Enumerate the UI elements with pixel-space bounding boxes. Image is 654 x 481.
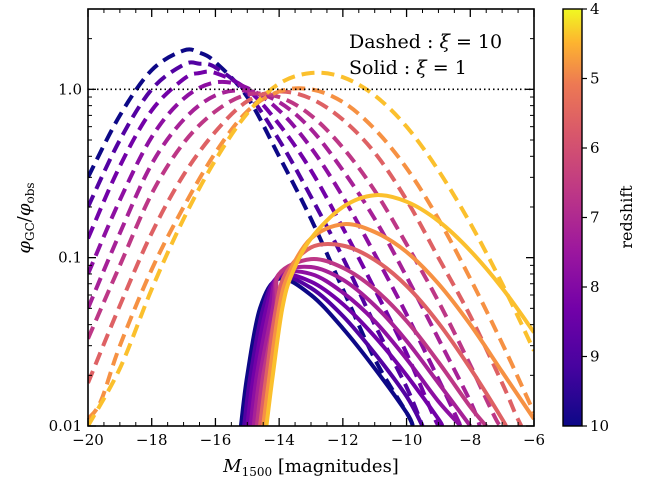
colorbar-ticks: 4 5 6 7 8 9 10 xyxy=(582,0,609,435)
y-axis-label-sep: / xyxy=(14,215,35,222)
y-axis-label-sub-den: obs xyxy=(23,182,37,203)
legend-solid-value: 1 xyxy=(455,57,467,79)
legend-solid-key: Solid xyxy=(349,57,398,79)
colorbar-tick-label: 7 xyxy=(590,209,600,227)
solid-curve-z9 xyxy=(242,274,425,426)
colorbar-tick-label: 6 xyxy=(590,139,600,157)
plot-curves xyxy=(88,47,534,426)
x-tick-label: −6 xyxy=(523,431,545,449)
solid-curve-z5 xyxy=(261,222,534,426)
solid-curve-z7_5 xyxy=(251,264,472,426)
solid-curve-z8 xyxy=(248,269,463,426)
colorbar xyxy=(562,8,583,427)
x-tick-label: −16 xyxy=(200,431,232,449)
legend-dashed-key: Dashed xyxy=(349,31,421,53)
colorbar-tick-label: 10 xyxy=(590,417,609,435)
legend-dashed-value: 10 xyxy=(478,31,502,53)
solid-curve-z6 xyxy=(258,241,508,426)
x-tick-label: −10 xyxy=(391,431,423,449)
solid-curve-z10 xyxy=(238,276,415,426)
y-axis-label-main-2: φ xyxy=(14,203,35,216)
x-axis-label-main: M xyxy=(222,456,242,477)
x-tick-label: −8 xyxy=(459,431,481,449)
legend-solid: Solid : ξ = 1 xyxy=(349,57,467,79)
x-tick-label: −12 xyxy=(327,431,359,449)
colorbar-tick-label: 4 xyxy=(590,0,600,18)
dashed-curve-z7_5 xyxy=(88,88,482,426)
dashed-curve-z8_5 xyxy=(88,69,441,426)
colorbar-tick-label: 8 xyxy=(590,278,600,296)
colorbar-label: redshift xyxy=(617,185,636,249)
x-axis-label-unit: [magnitudes] xyxy=(278,456,399,477)
legend-solid-param: ξ xyxy=(416,57,428,79)
y-tick-label: 1.0 xyxy=(58,80,82,98)
y-tick-label: 0.01 xyxy=(49,417,82,435)
y-axis-label-main: φ xyxy=(14,241,35,254)
dashed-curve-z4_3 xyxy=(88,70,534,426)
x-tick-label: −20 xyxy=(72,431,104,449)
colorbar-tick-label: 5 xyxy=(590,70,600,88)
y-axis-label: φGC/φobs xyxy=(14,182,37,253)
colorbar-tick-label: 9 xyxy=(590,348,600,366)
dashed-curve-z7 xyxy=(88,91,504,426)
legend-dashed-param: ξ xyxy=(439,31,451,53)
dashed-curve-z8 xyxy=(88,79,463,426)
y-tick-label: 0.1 xyxy=(58,249,82,267)
legend-dashed: Dashed : ξ = 10 xyxy=(349,31,502,53)
x-axis-label: M1500 [magnitudes] xyxy=(222,456,399,479)
solid-curve-z8_5 xyxy=(245,272,444,426)
x-tick-label: −18 xyxy=(136,431,168,449)
x-tick-label: −14 xyxy=(263,431,295,449)
solid-curve-z4_3 xyxy=(264,193,534,426)
y-axis-label-sub-num: GC xyxy=(23,222,37,241)
dashed-curve-z5 xyxy=(88,86,534,421)
x-axis-label-sub: 1500 xyxy=(242,465,273,479)
axis-ticks: −20 −18 −16 −14 −12 −10 −8 −6 0.01 0.1 1.0 xyxy=(49,8,545,449)
